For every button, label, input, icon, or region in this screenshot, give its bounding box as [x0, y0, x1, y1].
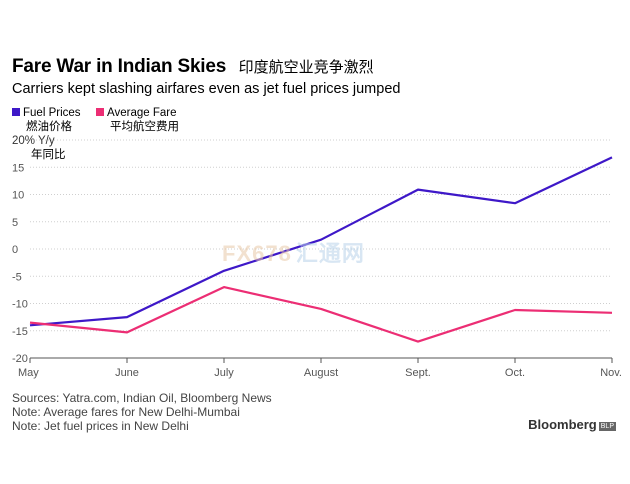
series-line-average-fare	[29, 286, 613, 343]
chart-title: Fare War in Indian Skies	[12, 56, 227, 77]
legend-label-average-fare: Average Fare	[107, 107, 177, 119]
bloomberg-logo: Bloomberg BLP	[528, 417, 616, 432]
y-axis-unit-chinese: 年同比	[31, 149, 66, 161]
series-lines	[29, 156, 613, 343]
x-tick-label: July	[214, 367, 234, 379]
y-tick-label: 0	[12, 244, 18, 256]
x-tick-label: Sept.	[405, 367, 431, 379]
watermark-chinese: 汇通网	[295, 241, 365, 266]
chart-subtitle: Carriers kept slashing airfares even as …	[12, 81, 401, 97]
note-line-fares: Note: Average fares for New Delhi-Mumbai	[12, 405, 240, 419]
title-row: Fare War in Indian Skies 印度航空业竞争激烈	[12, 56, 374, 78]
y-tick-label: -10	[12, 299, 28, 311]
brand-name: Bloomberg	[528, 417, 597, 432]
legend-item-average-fare: Average Fare 平均航空费用	[96, 106, 179, 134]
source-line: Sources: Yatra.com, Indian Oil, Bloomber…	[12, 391, 272, 405]
y-tick-label: 5	[12, 217, 18, 229]
chart-grid	[29, 139, 613, 363]
y-axis-unit-top: 20% Y/y	[12, 135, 55, 147]
y-tick-label: -20	[12, 353, 28, 365]
x-tick-label: June	[115, 367, 139, 379]
legend-label-fuel-prices-chinese: 燃油价格	[26, 121, 72, 133]
legend-label-average-fare-chinese: 平均航空费用	[110, 121, 179, 133]
watermark: FX678 汇通网	[222, 236, 365, 268]
legend-swatch-average-fare	[96, 108, 104, 116]
note-line-fuel: Note: Jet fuel prices in New Delhi	[12, 419, 189, 433]
x-tick-label: August	[304, 367, 338, 379]
x-axis-tick-labels: May June July August Sept. Oct. Nov.	[18, 367, 622, 379]
x-tick-label: Nov.	[600, 367, 622, 379]
brand-badge: BLP	[598, 422, 616, 431]
chart-title-chinese: 印度航空业竞争激烈	[238, 59, 374, 76]
y-tick-label: -15	[12, 326, 28, 338]
series-line-fuel-prices	[29, 156, 613, 327]
x-tick-label: Oct.	[505, 367, 525, 379]
legend-label-fuel-prices: Fuel Prices	[23, 107, 81, 119]
y-tick-label: 15	[12, 162, 24, 174]
y-axis-tick-labels: 15 10 5 0 -5 -10 -15 -20	[12, 162, 28, 365]
y-axis-unit: 20% Y/y 年同比	[12, 134, 66, 162]
y-tick-label: -5	[12, 271, 22, 283]
watermark-brand: FX678	[222, 241, 292, 266]
x-tick-label: May	[18, 367, 39, 379]
y-tick-label: 10	[12, 190, 24, 202]
sources-notes: Sources: Yatra.com, Indian Oil, Bloomber…	[12, 391, 272, 433]
legend-item-fuel-prices: Fuel Prices 燃油价格	[12, 106, 81, 134]
legend-swatch-fuel-prices	[12, 108, 20, 116]
